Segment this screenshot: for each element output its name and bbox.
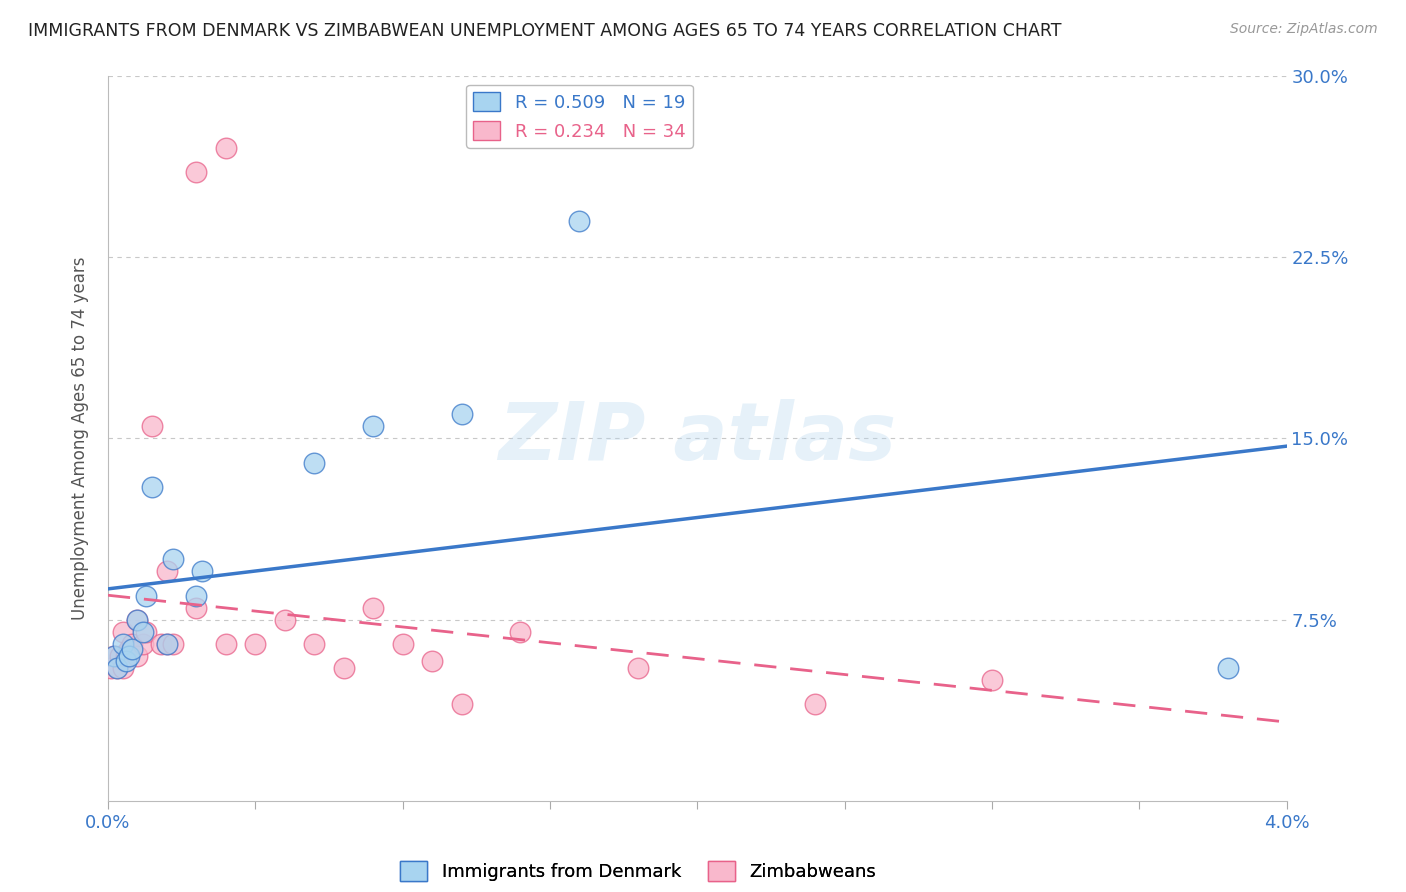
Point	[114, 649, 136, 664]
Point	[450, 698, 472, 712]
Point	[186, 165, 208, 179]
Point	[162, 552, 184, 566]
Point	[127, 613, 149, 627]
Point	[111, 661, 134, 675]
Point	[1216, 661, 1239, 675]
Point	[450, 407, 472, 421]
Point	[141, 480, 163, 494]
Point	[103, 649, 125, 664]
Point	[114, 654, 136, 668]
Point	[127, 613, 149, 627]
Text: IMMIGRANTS FROM DENMARK VS ZIMBABWEAN UNEMPLOYMENT AMONG AGES 65 TO 74 YEARS COR: IMMIGRANTS FROM DENMARK VS ZIMBABWEAN UN…	[28, 22, 1062, 40]
Point	[361, 419, 384, 434]
Point	[304, 637, 326, 651]
Point	[186, 589, 208, 603]
Text: ZIP atlas: ZIP atlas	[498, 400, 897, 477]
Point	[135, 589, 157, 603]
Point	[117, 649, 139, 664]
Point	[509, 624, 531, 639]
Point	[186, 600, 208, 615]
Point	[420, 654, 443, 668]
Point	[215, 141, 238, 155]
Point	[156, 637, 179, 651]
Point	[117, 641, 139, 656]
Point	[568, 213, 591, 227]
Point	[121, 641, 143, 656]
Point	[361, 600, 384, 615]
Point	[274, 613, 297, 627]
Point	[627, 661, 650, 675]
Point	[215, 637, 238, 651]
Point	[105, 661, 128, 675]
Point	[391, 637, 413, 651]
Legend: Immigrants from Denmark, Zimbabweans: Immigrants from Denmark, Zimbabweans	[394, 854, 884, 888]
Text: Source: ZipAtlas.com: Source: ZipAtlas.com	[1230, 22, 1378, 37]
Point	[191, 565, 214, 579]
Point	[804, 698, 827, 712]
Point	[245, 637, 267, 651]
Point	[111, 624, 134, 639]
Point	[150, 637, 173, 651]
Point	[132, 637, 155, 651]
Point	[304, 456, 326, 470]
Point	[981, 673, 1004, 688]
Point	[156, 637, 179, 651]
Point	[103, 649, 125, 664]
Point	[132, 624, 155, 639]
Point	[156, 565, 179, 579]
Y-axis label: Unemployment Among Ages 65 to 74 years: Unemployment Among Ages 65 to 74 years	[72, 257, 89, 620]
Point	[105, 661, 128, 675]
Point	[111, 637, 134, 651]
Point	[127, 649, 149, 664]
Point	[108, 649, 131, 664]
Point	[135, 624, 157, 639]
Point	[162, 637, 184, 651]
Point	[100, 661, 122, 675]
Point	[332, 661, 354, 675]
Point	[121, 637, 143, 651]
Point	[141, 419, 163, 434]
